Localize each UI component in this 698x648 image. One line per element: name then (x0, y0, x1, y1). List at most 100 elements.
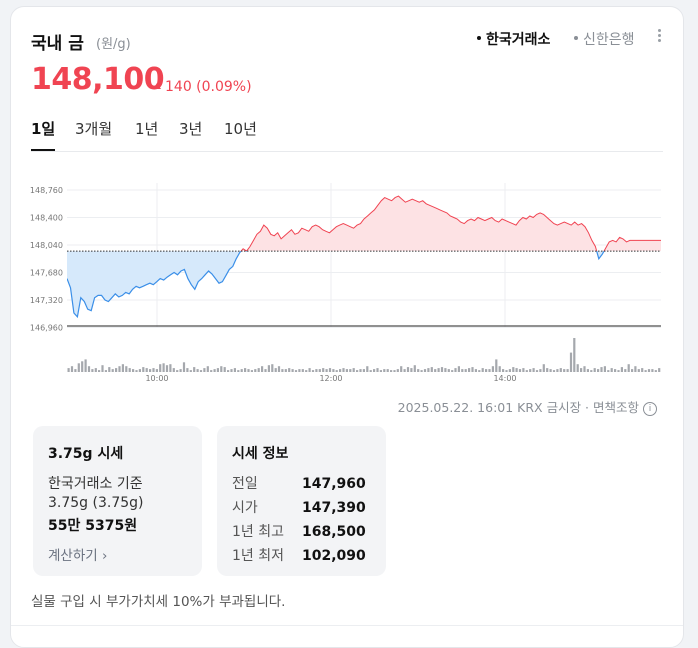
volume-bar (193, 367, 196, 372)
info-icon[interactable]: i (643, 401, 657, 416)
x-tick-label: 10:00 (145, 374, 168, 382)
volume-bar (203, 368, 206, 372)
price-info-title: 시세 정보 (232, 446, 289, 462)
volume-bar (305, 370, 308, 372)
calculate-link[interactable]: 계산하기 › (48, 544, 107, 564)
tab-1y[interactable]: 1년 (135, 120, 159, 138)
volume-bar (576, 364, 579, 372)
volume-bar (345, 369, 348, 372)
active-dot-icon (477, 36, 481, 40)
volume-bar (539, 369, 542, 372)
info-row-label: 1년 최저 (232, 548, 284, 564)
volume-bar (328, 368, 332, 372)
volume-bar (115, 368, 118, 372)
volume-bar (427, 368, 430, 372)
source-shinhan-label: 신한은행 (583, 32, 635, 48)
volume-bar (210, 370, 213, 372)
volume-bar (403, 369, 406, 372)
volume-bar (213, 369, 216, 372)
volume-bar (512, 367, 515, 372)
volume-bar (169, 364, 172, 372)
source-krx-tab[interactable]: 한국거래소 (477, 29, 550, 49)
volume-bar (176, 370, 179, 372)
volume-bar (339, 369, 342, 372)
volume-bar (118, 366, 121, 372)
card-title: 국내 금 (31, 34, 84, 54)
volume-bar (291, 369, 294, 372)
volume-bar (637, 369, 640, 372)
up-area (67, 196, 661, 252)
tab-3y[interactable]: 3년 (179, 120, 203, 138)
volume-bar (658, 368, 661, 372)
volume-bar (580, 368, 583, 372)
volume-bar (104, 370, 107, 372)
volume-bar (603, 366, 606, 372)
volume-bar (155, 369, 158, 372)
volume-bar (505, 370, 508, 372)
volume-bar (172, 368, 175, 372)
info-row-value: 147,390 (302, 500, 366, 516)
gram-basis: 한국거래소 기준 (48, 476, 143, 492)
volume-bar (396, 369, 399, 372)
tab-10y[interactable]: 10년 (224, 120, 257, 138)
volume-bar (376, 368, 379, 372)
info-row-year-low: 1년 최저 102,090 (232, 545, 366, 565)
volume-bar (274, 368, 277, 372)
volume-bar (165, 365, 169, 372)
volume-bar (471, 367, 474, 372)
volume-bar (532, 368, 535, 372)
volume-bar (186, 368, 189, 372)
volume-bar (406, 367, 410, 372)
source-krx-label: 한국거래소 (486, 32, 551, 48)
volume-bar (108, 367, 111, 372)
volume-bar (128, 368, 131, 372)
tab-3m[interactable]: 3개월 (75, 120, 113, 138)
volume-bar (332, 369, 335, 372)
volume-bar (641, 368, 644, 372)
volume-bar (515, 368, 518, 372)
volume-bar (159, 364, 162, 372)
volume-bar (230, 369, 233, 372)
more-options-icon[interactable] (656, 27, 662, 45)
volume-bar (318, 369, 321, 372)
volume-bar (284, 369, 287, 372)
volume-bar (111, 369, 114, 372)
source-shinhan-tab[interactable]: 신한은행 (574, 29, 635, 49)
volume-bar (179, 369, 182, 372)
volume-bar (420, 370, 423, 372)
volume-bar (308, 368, 311, 372)
unit-label: (원/g) (96, 37, 131, 52)
volume-bar (624, 369, 627, 372)
volume-bar (518, 369, 522, 372)
volume-bar (434, 369, 437, 372)
gram-price-value: 55만 5375원 (48, 518, 138, 534)
volume-bar (366, 366, 369, 372)
volume-bar (627, 364, 630, 372)
tab-1d[interactable]: 1일 (31, 120, 56, 138)
volume-bar (74, 369, 77, 372)
y-tick-label: 148,400 (30, 214, 63, 223)
volume-bar (373, 369, 376, 372)
volume-bar (196, 369, 199, 372)
volume-bar (227, 370, 230, 372)
volume-bar (91, 369, 94, 372)
volume-bar (610, 368, 613, 372)
volume-bar (132, 369, 135, 372)
volume-bar (349, 369, 352, 372)
volume-bar (142, 367, 145, 372)
volume-bar (468, 368, 471, 372)
volume-bar (369, 370, 372, 372)
volume-bar (77, 363, 80, 372)
info-row-value: 168,500 (302, 524, 366, 540)
volume-bar (417, 369, 420, 372)
volume-bar (410, 368, 413, 372)
volume-bar (535, 370, 539, 372)
price-chart[interactable]: 148,760 148,400 148,040 147,680 147,320 146,9… (11, 157, 683, 382)
volume-bar (614, 369, 617, 372)
volume-bar (356, 370, 359, 372)
info-row-year-high: 1년 최고 168,500 (232, 521, 366, 541)
volume-bar (87, 366, 91, 372)
volume-bar (400, 366, 403, 372)
volume-bar (294, 370, 298, 372)
volume-bar (199, 370, 203, 372)
